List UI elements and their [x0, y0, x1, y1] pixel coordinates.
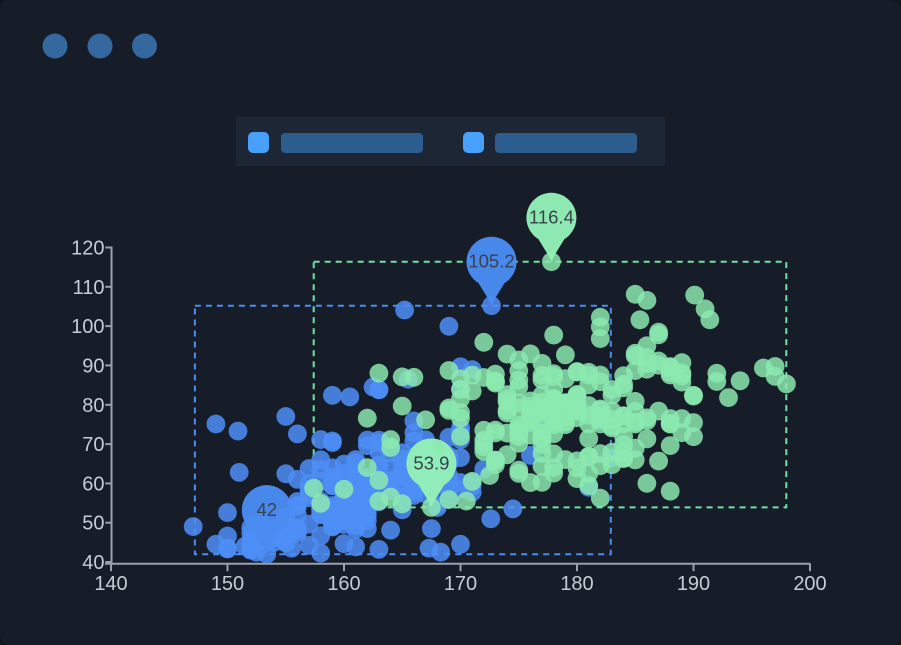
svg-text:60: 60 [82, 473, 104, 495]
svg-text:110: 110 [73, 277, 105, 299]
svg-text:50: 50 [82, 513, 104, 535]
svg-text:150: 150 [211, 573, 244, 595]
svg-text:190: 190 [677, 573, 710, 595]
svg-text:120: 120 [71, 238, 104, 260]
svg-text:90: 90 [82, 355, 104, 377]
svg-text:116.4: 116.4 [529, 207, 574, 228]
svg-text:70: 70 [82, 434, 104, 456]
svg-text:42: 42 [257, 499, 278, 520]
svg-text:180: 180 [560, 573, 593, 595]
svg-text:160: 160 [327, 573, 360, 595]
svg-text:140: 140 [94, 573, 127, 595]
svg-text:100: 100 [71, 316, 104, 338]
svg-text:170: 170 [444, 573, 477, 595]
svg-text:40: 40 [82, 552, 104, 574]
svg-text:53.9: 53.9 [413, 452, 449, 473]
svg-text:200: 200 [793, 573, 826, 595]
svg-text:105.2: 105.2 [468, 251, 514, 272]
svg-text:80: 80 [82, 395, 104, 417]
